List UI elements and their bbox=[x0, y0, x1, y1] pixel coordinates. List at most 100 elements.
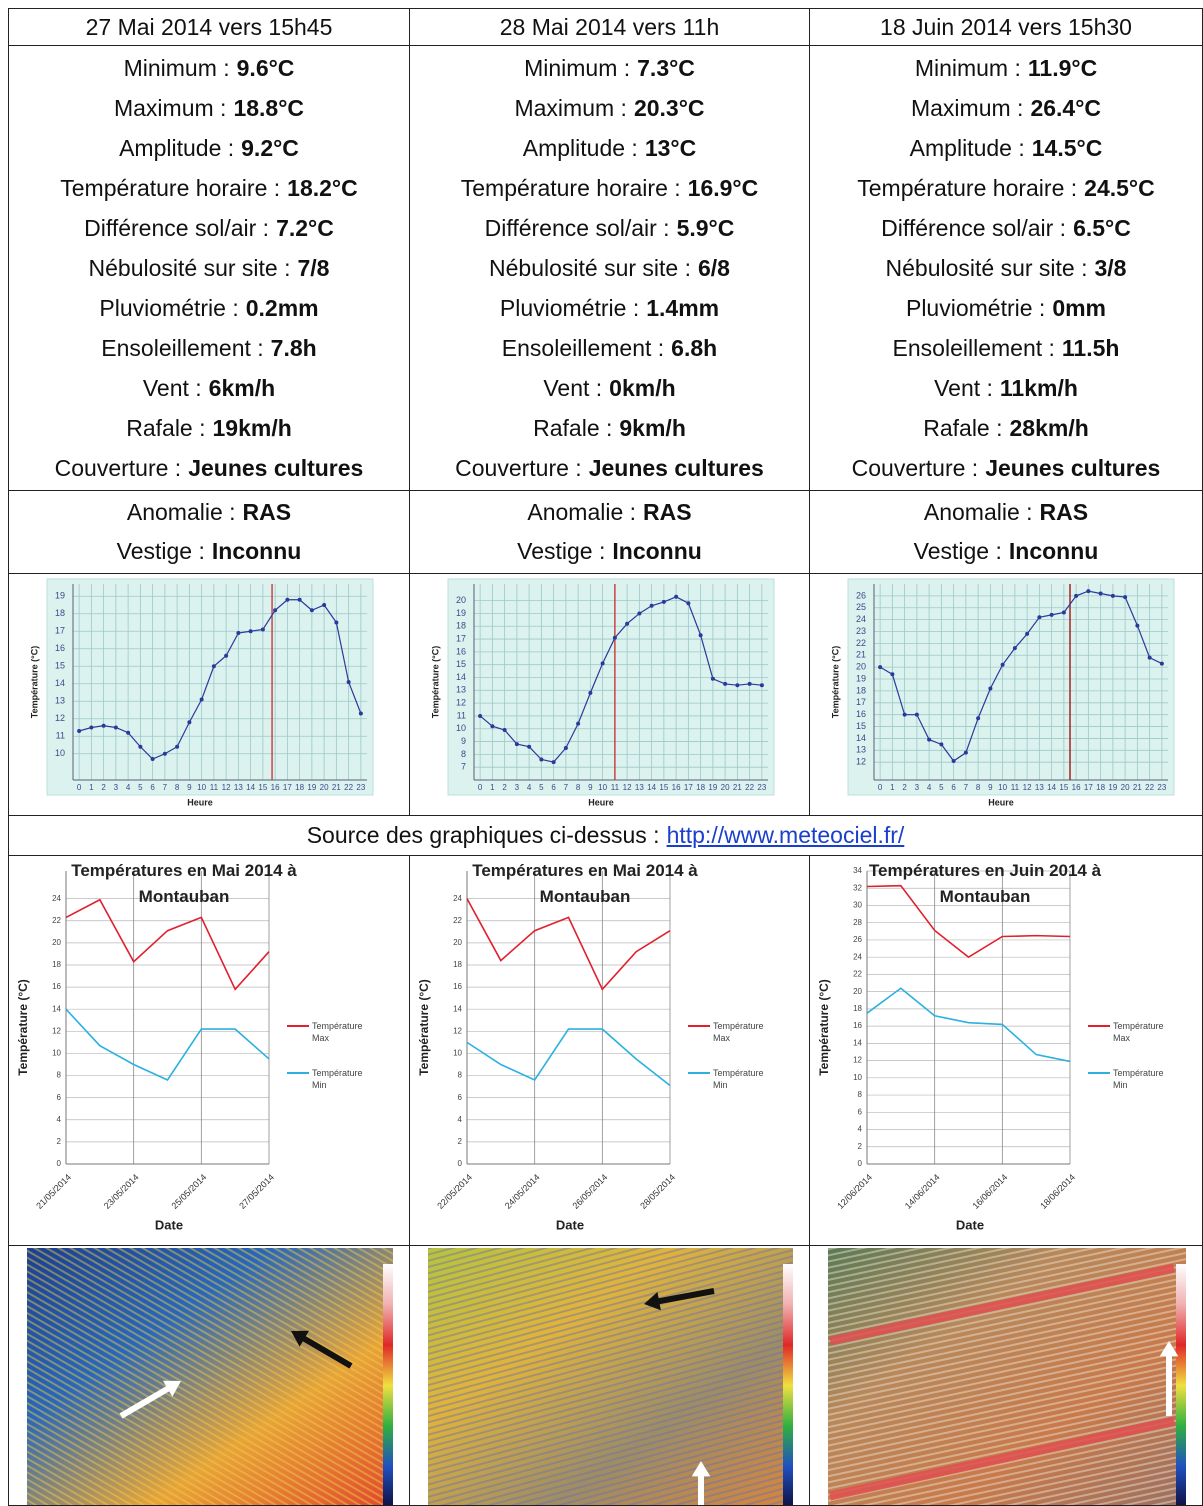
x-tick-label: 5 bbox=[939, 783, 944, 792]
x-tick-label: 13 bbox=[234, 783, 243, 792]
x-tick-label: 11 bbox=[611, 783, 620, 792]
point bbox=[1074, 593, 1079, 598]
point bbox=[175, 744, 180, 749]
measure-value: 11km/h bbox=[999, 374, 1078, 401]
measure-label: Température horaire : bbox=[460, 174, 681, 201]
x-tick-label: 9 bbox=[187, 783, 192, 792]
point bbox=[951, 758, 956, 763]
x-tick-label: 14 bbox=[647, 783, 656, 792]
point bbox=[710, 676, 715, 681]
source-label: Source des graphiques ci-dessus : bbox=[306, 822, 660, 848]
point bbox=[963, 750, 968, 755]
x-tick-label: 4 bbox=[126, 783, 131, 792]
y-tick-label: 6 bbox=[57, 1093, 62, 1102]
x-tick-label: 10 bbox=[998, 783, 1007, 792]
point bbox=[1061, 610, 1066, 615]
legend-text: Température Max bbox=[713, 1021, 764, 1043]
x-tick-label: 6 bbox=[551, 783, 556, 792]
y-tick-label: 2 bbox=[57, 1137, 62, 1146]
column-date: 28 Mai 2014 vers 11h bbox=[499, 14, 720, 40]
measure-value: 28km/h bbox=[1009, 414, 1089, 441]
measure-label: Maximum : bbox=[113, 94, 227, 121]
arrow-head bbox=[1159, 1341, 1179, 1357]
measure-label: Vent : bbox=[543, 374, 603, 401]
y-tick-label: 10 bbox=[456, 723, 466, 733]
point bbox=[612, 635, 617, 640]
point bbox=[1049, 612, 1054, 617]
x-axis-label: Date bbox=[956, 1217, 984, 1232]
measure: Amplitude :9.2°C bbox=[119, 135, 299, 162]
point bbox=[1098, 591, 1103, 596]
image-texture bbox=[27, 1248, 393, 1505]
point bbox=[759, 683, 764, 688]
x-axis-label: Heure bbox=[187, 797, 213, 807]
x-tick-label: 25/05/2014 bbox=[170, 1172, 209, 1211]
anomaly-label: Vestige : bbox=[517, 538, 606, 564]
y-tick-label: 13 bbox=[55, 696, 65, 706]
header-cell: 28 Mai 2014 vers 11h bbox=[409, 8, 810, 46]
x-tick-label: 28/05/2014 bbox=[638, 1172, 677, 1211]
point bbox=[77, 729, 82, 733]
point bbox=[747, 681, 752, 686]
x-tick-label: 23/05/2014 bbox=[102, 1172, 141, 1211]
y-tick-label: 9 bbox=[461, 736, 466, 746]
x-tick-label: 6 bbox=[150, 783, 155, 792]
point bbox=[649, 603, 654, 608]
x-tick-label: 3 bbox=[915, 783, 920, 792]
y-tick-label: 16 bbox=[456, 646, 466, 656]
point bbox=[236, 631, 241, 635]
measure: Ensoleillement :7.8h bbox=[101, 335, 316, 362]
point bbox=[1123, 595, 1128, 600]
color-scale bbox=[383, 1264, 393, 1505]
x-tick-label: 23 bbox=[1157, 783, 1166, 792]
x-tick-label: 2 bbox=[101, 783, 106, 792]
point bbox=[514, 742, 519, 747]
measure: Couverture : Jeunes cultures bbox=[852, 455, 1161, 482]
point bbox=[686, 601, 691, 606]
x-tick-label: 20 bbox=[721, 783, 730, 792]
measure-label: Maximum : bbox=[910, 94, 1024, 121]
y-tick-label: 12 bbox=[856, 757, 866, 767]
header-cell: 18 Juin 2014 vers 15h30 bbox=[809, 8, 1203, 46]
x-tick-label: 13 bbox=[635, 783, 644, 792]
measure: Maximum :26.4°C bbox=[911, 95, 1101, 122]
arrow bbox=[299, 1334, 353, 1369]
source-link[interactable]: http://www.meteociel.fr/ bbox=[666, 822, 905, 848]
y-tick-label: 22 bbox=[453, 916, 462, 925]
measure: Vent :6km/h bbox=[143, 375, 275, 402]
y-axis-label: Température (°C) bbox=[430, 646, 440, 718]
point bbox=[939, 742, 944, 747]
y-tick-label: 19 bbox=[456, 608, 466, 618]
measure-value: 7.2°C bbox=[276, 214, 334, 241]
x-tick-label: 18 bbox=[696, 783, 705, 792]
x-tick-label: 3 bbox=[515, 783, 520, 792]
y-axis-label: Température (°C) bbox=[830, 646, 840, 718]
measure-value: 6.5°C bbox=[1073, 214, 1131, 241]
measure-label: Nébulosité sur site : bbox=[885, 254, 1088, 281]
measure-value: 13°C bbox=[644, 134, 697, 161]
measure-value: 9.6°C bbox=[236, 54, 295, 81]
x-tick-label: 1 bbox=[490, 783, 495, 792]
measure: Température horaire :16.9°C bbox=[461, 175, 758, 202]
legend-text: Température Max bbox=[312, 1021, 363, 1043]
y-tick-label: 10 bbox=[55, 748, 65, 758]
y-tick-label: 17 bbox=[456, 633, 466, 643]
x-tick-label: 13 bbox=[1035, 783, 1044, 792]
point bbox=[600, 661, 605, 666]
point bbox=[563, 745, 568, 750]
x-tick-label: 23 bbox=[356, 783, 365, 792]
monthly-chart-cell: 0 2 4 6 8 10 12 14 16 18 20 22 24 21/05/2014 23/05/201… bbox=[8, 855, 410, 1246]
measure: Différence sol/air :6.5°C bbox=[881, 215, 1131, 242]
chart-title: Températures en Mai 2014 à Montauban bbox=[71, 861, 297, 906]
y-tick-label: 7 bbox=[461, 762, 466, 772]
point bbox=[723, 681, 728, 686]
measure-label: Amplitude : bbox=[119, 134, 235, 161]
measure-value: 7/8 bbox=[297, 254, 330, 281]
y-tick-label: 8 bbox=[57, 1071, 62, 1080]
x-tick-label: 17 bbox=[283, 783, 292, 792]
measure-value: 24.5°C bbox=[1084, 174, 1155, 201]
y-tick-label: 22 bbox=[853, 970, 862, 979]
measure-label: Amplitude : bbox=[909, 134, 1025, 161]
